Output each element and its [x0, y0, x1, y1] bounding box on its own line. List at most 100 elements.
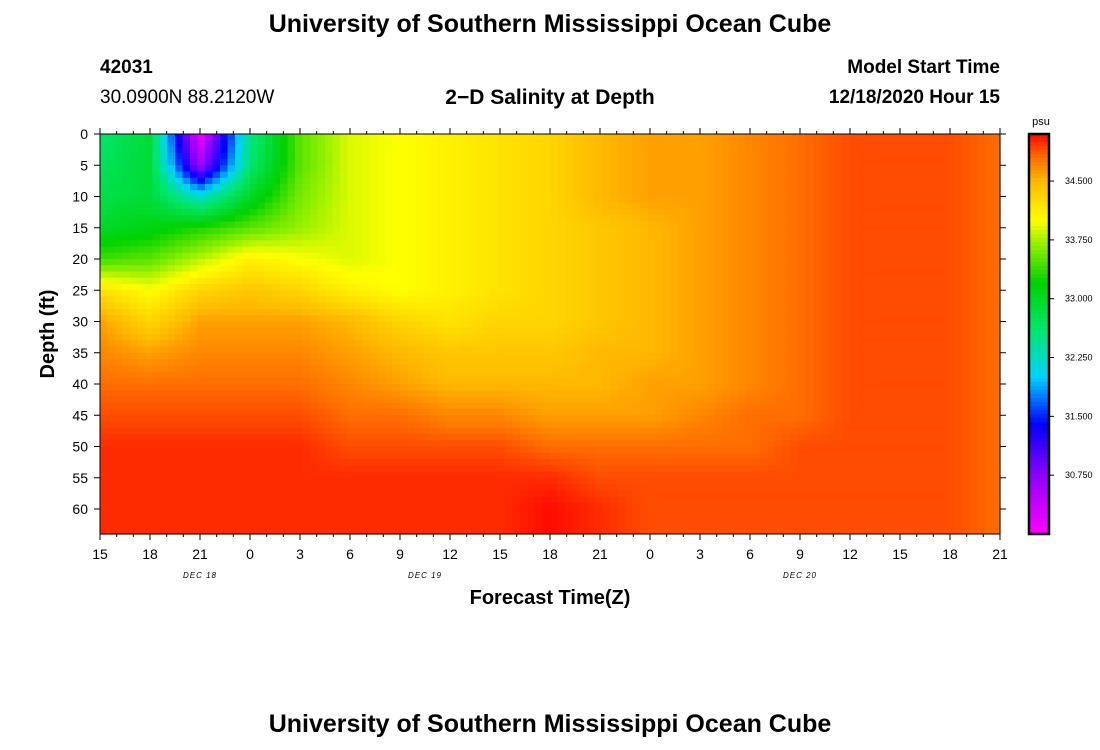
heatmap-cell [355, 309, 364, 316]
heatmap-cell [512, 265, 521, 273]
heatmap-cell [340, 196, 349, 204]
heatmap-cell [617, 259, 626, 266]
heatmap-cell [617, 140, 626, 148]
heatmap-cell [962, 315, 971, 323]
heatmap-cell [250, 177, 259, 185]
heatmap-cell [400, 290, 409, 298]
heatmap-cell [985, 134, 994, 141]
heatmap-cell [145, 140, 154, 148]
heatmap-cell [850, 134, 859, 141]
heatmap-cell [632, 277, 641, 285]
heatmap-cell [385, 171, 394, 179]
heatmap-cell [422, 271, 431, 279]
heatmap-cell [160, 215, 169, 223]
heatmap-cell [362, 371, 371, 379]
heatmap-cell [865, 371, 874, 379]
heatmap-cell [497, 240, 506, 248]
heatmap-cell [767, 140, 776, 148]
heatmap-cell [805, 315, 814, 323]
heatmap-cell [205, 315, 214, 323]
heatmap-cell [595, 359, 604, 366]
heatmap-cell [767, 165, 776, 173]
heatmap-cell [160, 365, 169, 373]
heatmap-cell [400, 321, 409, 329]
heatmap-cell [662, 221, 671, 229]
heatmap-cell [760, 327, 769, 335]
heatmap-cell [415, 171, 424, 179]
heatmap-cell [355, 384, 364, 391]
heatmap-cell [970, 140, 979, 148]
heatmap-cell [790, 246, 799, 254]
heatmap-cell [857, 284, 866, 291]
heatmap-cell [505, 202, 514, 210]
heatmap-cell [265, 377, 274, 385]
heatmap-cell [535, 359, 544, 366]
heatmap-cell [272, 234, 281, 241]
heatmap-cell [220, 215, 229, 223]
heatmap-cell [422, 196, 431, 204]
heatmap-cell [745, 271, 754, 279]
heatmap-cell [242, 246, 251, 254]
heatmap-cell [272, 390, 281, 398]
heatmap-cell [992, 352, 1001, 360]
heatmap-cell [970, 159, 979, 166]
heatmap-cell [227, 165, 236, 173]
heatmap-cell [677, 134, 686, 141]
heatmap-cell [722, 290, 731, 298]
heatmap-cell [655, 284, 664, 291]
heatmap-cell [527, 259, 536, 266]
heatmap-cell [160, 209, 169, 216]
heatmap-cell [812, 296, 821, 304]
heatmap-cell [617, 152, 626, 160]
heatmap-cell [955, 146, 964, 154]
heatmap-cell [895, 384, 904, 391]
heatmap-cell [910, 202, 919, 210]
heatmap-cell [400, 384, 409, 391]
heatmap-cell [745, 184, 754, 191]
heatmap-cell [497, 327, 506, 335]
heatmap-cell [880, 221, 889, 229]
heatmap-cell [827, 215, 836, 223]
heatmap-cell [685, 302, 694, 310]
heatmap-cell [745, 340, 754, 348]
heatmap-cell [610, 190, 619, 198]
heatmap-cell [250, 202, 259, 210]
heatmap-cell [385, 284, 394, 291]
heatmap-cell [715, 277, 724, 285]
heatmap-cell [820, 184, 829, 191]
heatmap-cell [670, 227, 679, 235]
heatmap-cell [107, 277, 116, 285]
heatmap-cell [175, 384, 184, 391]
heatmap-cell [347, 346, 356, 354]
heatmap-cell [790, 190, 799, 198]
heatmap-cell [400, 190, 409, 198]
heatmap-cell [835, 327, 844, 335]
heatmap-cell [565, 371, 574, 379]
heatmap-cell [332, 321, 341, 329]
heatmap-cell [925, 290, 934, 298]
heatmap-cell [625, 277, 634, 285]
heatmap-cell [205, 377, 214, 385]
heatmap-cell [685, 259, 694, 266]
heatmap-cell [490, 177, 499, 185]
heatmap-cell [902, 271, 911, 279]
heatmap-cell [850, 209, 859, 216]
heatmap-cell [535, 334, 544, 341]
heatmap-cell [730, 277, 739, 285]
heatmap-cell [565, 165, 574, 173]
heatmap-cell [557, 334, 566, 341]
heatmap-cell [730, 352, 739, 360]
heatmap-cell [647, 246, 656, 254]
heatmap-cell [827, 184, 836, 191]
heatmap-cell [482, 377, 491, 385]
heatmap-cell [580, 146, 589, 154]
heatmap-cell [385, 377, 394, 385]
heatmap-cell [437, 215, 446, 223]
heatmap-cell [407, 171, 416, 179]
heatmap-cell [430, 177, 439, 185]
heatmap-cell [445, 309, 454, 316]
heatmap-cell [280, 140, 289, 148]
heatmap-cell [317, 359, 326, 366]
heatmap-cell [640, 284, 649, 291]
heatmap-cell [145, 315, 154, 323]
